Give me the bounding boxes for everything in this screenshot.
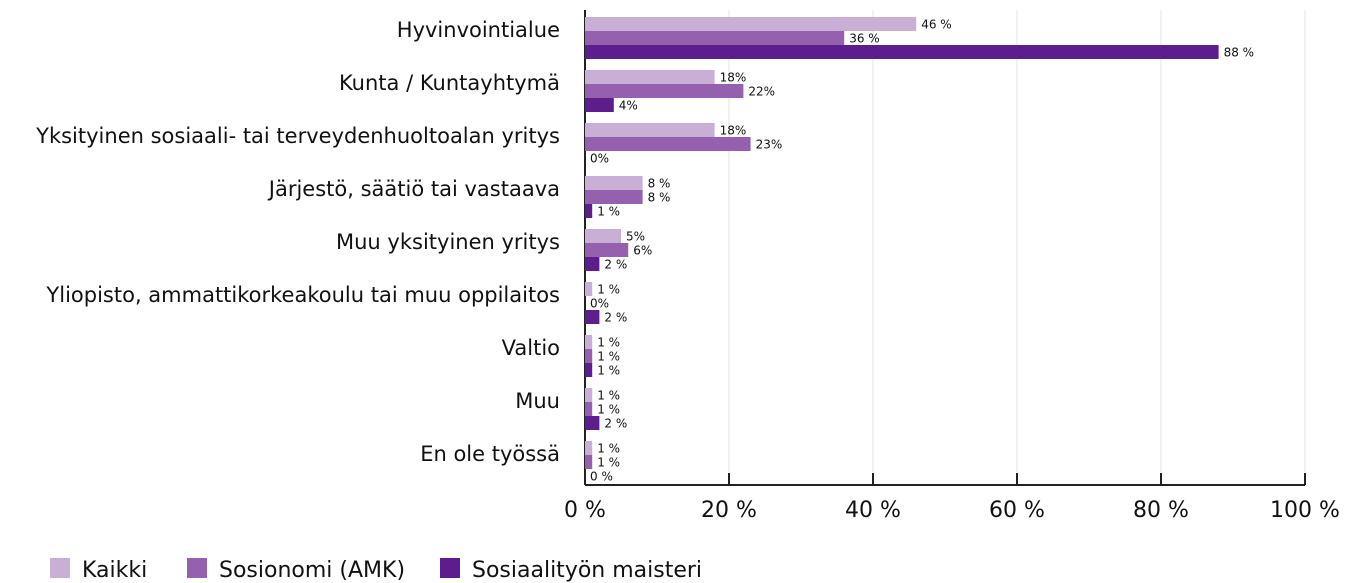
bar [585, 123, 715, 137]
legend-swatch [440, 558, 460, 578]
data-label: 2 % [604, 258, 627, 272]
data-label: 1 % [597, 456, 620, 470]
category-label: Valtio [502, 336, 560, 360]
data-label: 88 % [1224, 46, 1255, 60]
data-label: 18% [720, 124, 747, 138]
legend-swatch [187, 558, 207, 578]
bar [585, 335, 593, 349]
x-tick-label: 80 % [1133, 498, 1189, 523]
data-label: 1 % [597, 205, 620, 219]
x-tick-label: 60 % [989, 498, 1045, 523]
data-label: 4% [619, 99, 638, 113]
data-label: 1 % [597, 283, 620, 297]
data-label: 1 % [597, 336, 620, 350]
x-tick-label: 100 % [1270, 498, 1340, 523]
bar [585, 45, 1219, 59]
data-label: 2 % [604, 417, 627, 431]
x-tick-label: 20 % [701, 498, 757, 523]
data-label: 1 % [597, 364, 620, 378]
bar [585, 98, 614, 112]
bar [585, 402, 593, 416]
category-label: En ole työssä [420, 442, 560, 466]
bar [585, 84, 744, 98]
bar [585, 455, 593, 469]
data-label: 0 % [590, 470, 613, 484]
legend-swatch [50, 558, 70, 578]
data-label: 1 % [597, 389, 620, 403]
bar [585, 31, 845, 45]
data-label: 1 % [597, 403, 620, 417]
bar [585, 176, 643, 190]
bar [585, 229, 621, 243]
category-label: Kunta / Kuntayhtymä [339, 71, 560, 95]
bar [585, 70, 715, 84]
category-label: Muu yksityinen yritys [336, 230, 560, 254]
bar [585, 190, 643, 204]
bar [585, 243, 629, 257]
data-label: 18% [720, 71, 747, 85]
category-label: Järjestö, säätiö tai vastaava [267, 177, 560, 201]
x-tick-label: 0 % [564, 498, 606, 523]
data-label: 1 % [597, 442, 620, 456]
bar [585, 257, 600, 271]
data-label: 22% [748, 85, 775, 99]
category-label: Yliopisto, ammattikorkeakoulu tai muu op… [45, 283, 560, 307]
data-label: 1 % [597, 350, 620, 364]
legend-label: Sosionomi (AMK) [219, 558, 405, 583]
data-label: 36 % [849, 32, 880, 46]
data-label: 23% [756, 138, 783, 152]
bar [585, 363, 593, 377]
data-label: 46 % [921, 18, 952, 32]
bar [585, 416, 600, 430]
bar [585, 137, 751, 151]
data-label: 0% [590, 297, 609, 311]
legend-label: Sosiaalityön maisteri [472, 558, 702, 583]
data-label: 6% [633, 244, 652, 258]
data-label: 2 % [604, 311, 627, 325]
category-label: Hyvinvointialue [397, 18, 560, 42]
bar [585, 17, 917, 31]
data-label: 8 % [648, 177, 671, 191]
bar [585, 349, 593, 363]
bar [585, 441, 593, 455]
data-label: 0% [590, 152, 609, 166]
bar [585, 282, 593, 296]
category-label: Yksityinen sosiaali- tai terveydenhuolto… [35, 124, 560, 148]
bar [585, 204, 593, 218]
category-label: Muu [515, 389, 560, 413]
data-label: 5% [626, 230, 645, 244]
x-tick-label: 40 % [845, 498, 901, 523]
bar [585, 310, 600, 324]
data-label: 8 % [648, 191, 671, 205]
legend-label: Kaikki [82, 558, 147, 583]
bar [585, 388, 593, 402]
